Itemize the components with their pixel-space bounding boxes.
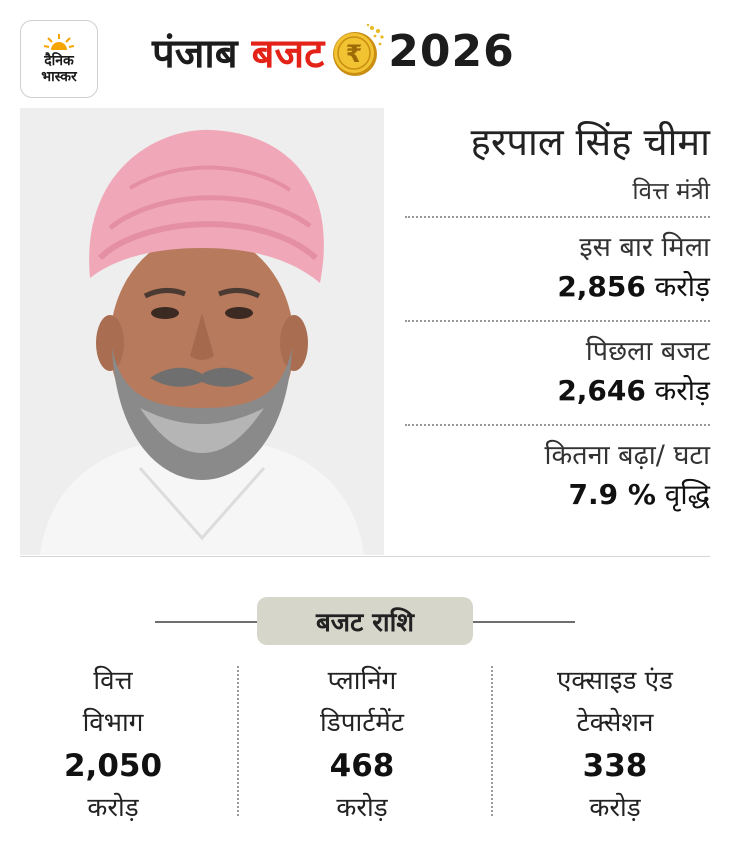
department-name-line2: टेक्सेशन xyxy=(576,708,654,738)
department-finance: वित्त विभाग 2,050 करोड़ xyxy=(3,660,223,828)
department-unit: करोड़ xyxy=(336,793,388,823)
department-unit: करोड़ xyxy=(87,793,139,823)
department-name-line2: विभाग xyxy=(82,708,144,738)
department-amount: 468 xyxy=(329,748,395,784)
stat-value-line: 2,646 करोड़ xyxy=(405,372,710,410)
stat-value: 2,646 xyxy=(557,374,646,407)
department-amount: 338 xyxy=(582,748,648,784)
budget-section-title: बजट राशि xyxy=(257,597,473,645)
stat-change: कितना बढ़ा/ घटा 7.9 % वृद्धि xyxy=(405,436,710,514)
page-title: पंजाब बजट ₹ 2026 xyxy=(152,16,515,86)
department-name-line1: एक्साइड एंड xyxy=(557,666,673,696)
stat-value: 2,856 xyxy=(557,270,646,303)
minister-name: हरपाल सिंह चीमा xyxy=(470,120,710,164)
column-divider xyxy=(237,666,239,816)
department-excise-taxation: एक्साइड एंड टेक्सेशन 338 करोड़ xyxy=(505,660,725,828)
stat-unit: करोड़ xyxy=(654,374,710,407)
stat-label: कितना बढ़ा/ घटा xyxy=(544,440,710,471)
stat-previous: पिछला बजट 2,646 करोड़ xyxy=(405,332,710,410)
department-amount: 2,050 xyxy=(63,748,163,784)
sun-logo-icon xyxy=(43,33,75,58)
dainik-bhaskar-logo: दैनिक भास्कर xyxy=(20,20,98,98)
stat-value-line: 2,856 करोड़ xyxy=(405,268,710,306)
divider xyxy=(405,320,710,322)
department-name-line2: डिपार्टमेंट xyxy=(320,708,404,738)
department-planning: प्लानिंग डिपार्टमेंट 468 करोड़ xyxy=(252,660,472,828)
divider xyxy=(405,424,710,426)
department-name-line1: वित्त xyxy=(93,666,133,696)
title-budget: बजट xyxy=(251,30,325,77)
minister-info: हरपाल सिंह चीमा वित्त मंत्री इस बार मिला… xyxy=(405,108,710,514)
stat-unit: करोड़ xyxy=(654,270,710,303)
logo-line1: दैनिक xyxy=(44,52,74,69)
logo-line2: भास्कर xyxy=(41,68,77,85)
minister-photo xyxy=(20,108,384,555)
divider xyxy=(405,216,710,218)
svg-text:₹: ₹ xyxy=(346,40,363,68)
department-unit: करोड़ xyxy=(589,793,641,823)
rupee-coin-icon: ₹ xyxy=(328,22,386,80)
title-punjab: पंजाब xyxy=(152,30,238,77)
department-name-line1: प्लानिंग xyxy=(327,666,397,696)
stat-value: 7.9 % xyxy=(568,478,656,511)
stat-label: इस बार मिला xyxy=(579,232,710,263)
title-year: 2026 xyxy=(388,25,515,77)
column-divider xyxy=(491,666,493,816)
section-divider xyxy=(20,556,710,557)
stat-value-line: 7.9 % वृद्धि xyxy=(405,476,710,514)
stat-current: इस बार मिला 2,856 करोड़ xyxy=(405,228,710,306)
stat-label: पिछला बजट xyxy=(585,336,710,367)
minister-role: वित्त मंत्री xyxy=(632,177,710,205)
stat-unit: वृद्धि xyxy=(664,478,710,511)
